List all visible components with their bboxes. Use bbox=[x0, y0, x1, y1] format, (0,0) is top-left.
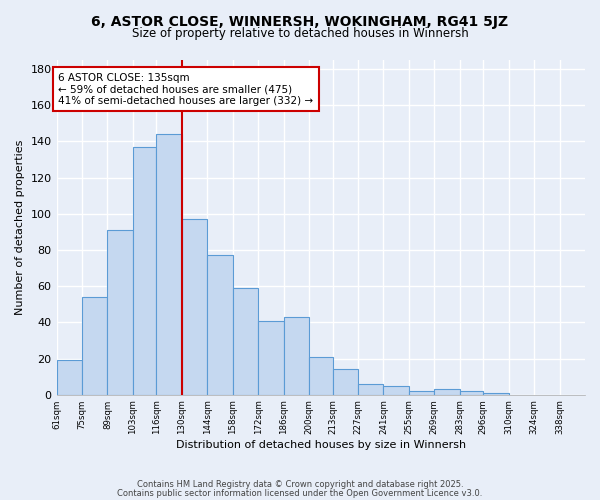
Bar bbox=[460, 391, 484, 394]
Bar bbox=[182, 219, 207, 394]
Bar bbox=[107, 230, 133, 394]
Text: 6 ASTOR CLOSE: 135sqm
← 59% of detached houses are smaller (475)
41% of semi-det: 6 ASTOR CLOSE: 135sqm ← 59% of detached … bbox=[58, 72, 313, 106]
Text: 6, ASTOR CLOSE, WINNERSH, WOKINGHAM, RG41 5JZ: 6, ASTOR CLOSE, WINNERSH, WOKINGHAM, RG4… bbox=[91, 15, 509, 29]
Bar bbox=[358, 384, 383, 394]
Text: Contains public sector information licensed under the Open Government Licence v3: Contains public sector information licen… bbox=[118, 488, 482, 498]
Bar bbox=[157, 134, 182, 394]
Bar bbox=[409, 391, 434, 394]
Y-axis label: Number of detached properties: Number of detached properties bbox=[15, 140, 25, 315]
X-axis label: Distribution of detached houses by size in Winnersh: Distribution of detached houses by size … bbox=[176, 440, 466, 450]
Bar bbox=[309, 356, 332, 395]
Bar bbox=[434, 390, 460, 394]
Bar bbox=[56, 360, 82, 394]
Text: Contains HM Land Registry data © Crown copyright and database right 2025.: Contains HM Land Registry data © Crown c… bbox=[137, 480, 463, 489]
Bar bbox=[332, 370, 358, 394]
Bar bbox=[233, 288, 258, 395]
Bar bbox=[207, 256, 233, 394]
Bar bbox=[484, 393, 509, 394]
Bar bbox=[284, 317, 309, 394]
Bar bbox=[383, 386, 409, 394]
Bar bbox=[258, 320, 284, 394]
Bar bbox=[82, 297, 107, 394]
Text: Size of property relative to detached houses in Winnersh: Size of property relative to detached ho… bbox=[131, 28, 469, 40]
Bar bbox=[133, 147, 157, 394]
